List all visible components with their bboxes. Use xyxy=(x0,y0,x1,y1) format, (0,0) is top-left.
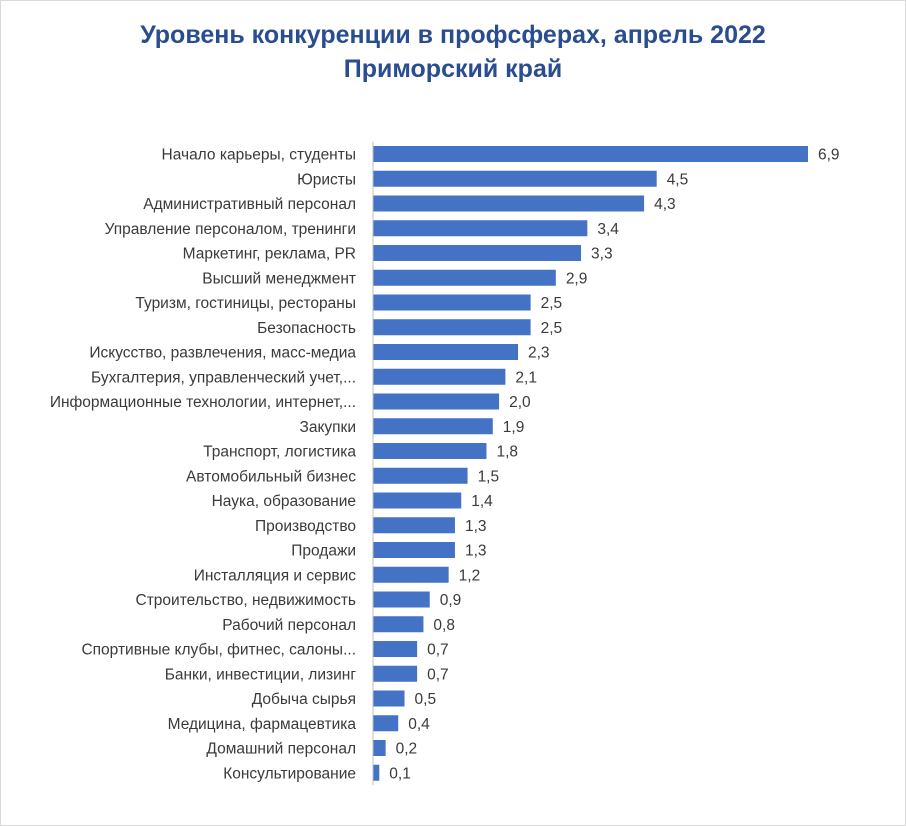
bar xyxy=(373,690,405,707)
bar xyxy=(373,245,582,261)
data-label: 4,5 xyxy=(667,171,689,188)
bar xyxy=(373,443,487,459)
category-label: Транспорт, логистика xyxy=(203,444,356,461)
bar xyxy=(373,368,506,385)
category-labels-layer: Начало карьеры, студенты Юристы Администра… xyxy=(50,147,357,783)
category-label: Автомобильный бизнес xyxy=(186,468,356,485)
category-label: Добыча сырья xyxy=(252,691,356,708)
category-label: Бухгалтерия, управленческий учет,... xyxy=(91,369,356,386)
bar xyxy=(373,294,531,311)
data-label: 1,3 xyxy=(465,518,487,535)
bar xyxy=(373,542,455,558)
category-label: Искусство, развлечения, масс-медиа xyxy=(89,345,356,362)
category-label: Управление персоналом, тренинги xyxy=(105,221,356,238)
data-label: 0,9 xyxy=(440,592,462,609)
data-label: 2,0 xyxy=(509,394,531,411)
category-label: Юристы xyxy=(297,171,356,188)
category-label: Закупки xyxy=(299,419,356,436)
data-label: 2,5 xyxy=(541,295,563,312)
bar xyxy=(373,616,424,633)
category-label: Строительство, недвижимость xyxy=(136,592,357,609)
data-label: 2,3 xyxy=(528,345,550,362)
data-label: 0,7 xyxy=(427,642,449,659)
data-label: 6,9 xyxy=(818,147,840,164)
category-label: Административный персонал xyxy=(143,196,356,213)
data-label: 0,1 xyxy=(389,765,411,782)
data-label: 4,3 xyxy=(654,196,676,213)
data-label: 3,3 xyxy=(591,246,613,263)
bar xyxy=(373,740,386,756)
bar xyxy=(373,591,430,608)
category-label: Продажи xyxy=(291,543,356,560)
value-labels-layer: 6,94,54,33,43,32,92,52,52,32,12,01,91,81… xyxy=(389,147,839,783)
data-label: 1,5 xyxy=(478,468,500,485)
data-label: 1,9 xyxy=(503,419,525,436)
data-label: 2,1 xyxy=(515,369,537,386)
category-label: Маркетинг, реклама, PR xyxy=(183,246,356,263)
category-label: Туризм, гостиницы, рестораны xyxy=(135,295,356,312)
data-label: 1,2 xyxy=(459,567,481,584)
data-label: 3,4 xyxy=(597,221,619,238)
category-label: Начало карьеры, студенты xyxy=(162,147,356,164)
data-label: 0,2 xyxy=(396,741,418,758)
bar xyxy=(373,195,645,212)
bar xyxy=(373,418,493,435)
bar xyxy=(373,764,380,781)
data-label: 0,4 xyxy=(408,716,430,733)
chart-title-block: Уровень конкуренции в профсферах, апрель… xyxy=(0,18,906,86)
chart-subtitle: Приморский край xyxy=(343,55,563,83)
data-label: 0,8 xyxy=(433,617,455,634)
bar xyxy=(373,566,449,583)
data-label: 0,7 xyxy=(427,666,449,683)
category-label: Наука, образование xyxy=(212,493,356,510)
category-label: Домашний персонал xyxy=(206,741,356,758)
category-label: Рабочий персонал xyxy=(222,617,356,634)
bar xyxy=(373,170,657,187)
category-label: Безопасность xyxy=(257,320,356,337)
chart-title: Уровень конкуренции в профсферах, апрель… xyxy=(140,21,766,49)
bar xyxy=(373,146,808,162)
category-label: Инсталляция и сервис xyxy=(194,567,357,584)
category-label: Банки, инвестиции, лизинг xyxy=(165,666,357,683)
bar xyxy=(373,715,399,732)
bar xyxy=(373,517,455,534)
category-label: Спортивные клубы, фитнес, салоны... xyxy=(81,642,356,659)
data-label: 1,4 xyxy=(471,493,493,510)
bars-layer xyxy=(373,146,808,781)
bar xyxy=(373,665,418,682)
data-label: 2,9 xyxy=(566,270,588,287)
data-label: 2,5 xyxy=(541,320,563,337)
bar xyxy=(373,641,418,657)
bar xyxy=(373,319,531,336)
bar xyxy=(373,220,588,237)
category-label: Производство xyxy=(255,518,356,535)
category-label: Информационные технологии, интернет,... xyxy=(50,394,356,411)
bar xyxy=(373,269,556,286)
bar xyxy=(373,393,500,410)
bar xyxy=(373,492,462,509)
category-label: Медицина, фармацевтика xyxy=(168,716,357,733)
data-label: 0,5 xyxy=(415,691,437,708)
bar xyxy=(373,344,518,360)
data-label: 1,3 xyxy=(465,543,487,560)
category-label: Консультирование xyxy=(223,765,356,782)
data-label: 1,8 xyxy=(496,444,518,461)
category-label: Высший менеджмент xyxy=(202,270,356,287)
bar xyxy=(373,467,468,484)
